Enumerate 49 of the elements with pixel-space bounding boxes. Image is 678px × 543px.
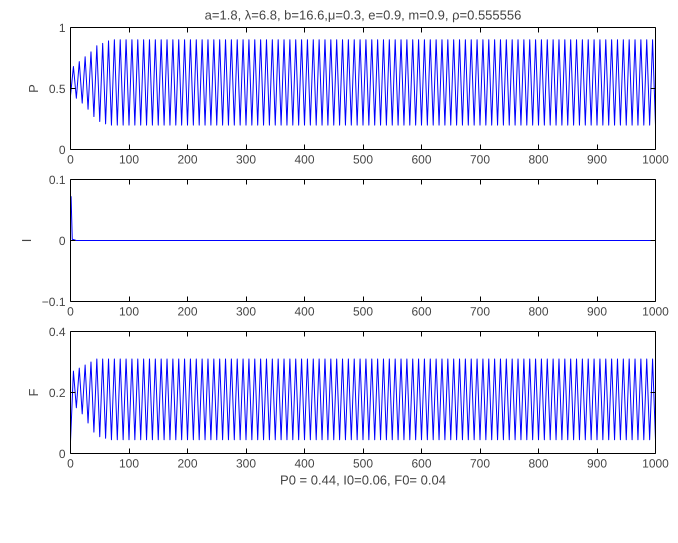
y-tick-label: 0.5 [48,82,66,96]
x-tick-label: 100 [118,304,140,318]
x-tick-label: 1000 [642,152,670,166]
x-tick-label: 900 [586,304,608,318]
x-axis-title: P0 = 0.44, I0=0.06, F0= 0.04 [280,472,446,488]
x-tick-label: 200 [177,152,198,166]
x-tick-label: 500 [352,456,374,470]
x-tick-label: 400 [294,304,315,318]
x-tick-label: 600 [411,304,432,318]
y-tick-label: −0.1 [42,295,66,309]
x-tick-label: 800 [528,304,549,318]
x-tick-label: 200 [177,456,198,470]
x-tick-label: 800 [528,152,549,166]
x-tick-label: 500 [352,304,374,318]
x-tick-label: 600 [411,152,432,166]
x-tick-label: 700 [470,152,490,166]
chart-title: a=1.8, λ=6.8, b=16.6,μ=0.3, e=0.9, m=0.9, ρ=0.555556 [204,8,522,22]
x-tick-label: 1000 [642,304,670,318]
x-tick-label: 300 [236,304,256,318]
x-tick-label: 800 [528,456,549,470]
line-series [70,358,656,442]
x-tick-label: 700 [470,304,490,318]
y-axis-title: I [18,238,34,242]
y-tick-label: 0 [58,234,66,248]
x-tick-label: 900 [586,456,608,470]
y-tick-label: 1 [58,21,66,35]
x-tick-label: 100 [118,152,140,166]
y-tick-label: 0.2 [48,386,66,400]
y-tick-label: 0.1 [48,173,66,187]
x-tick-label: 0 [67,456,74,470]
y-tick-label: 0.4 [48,325,66,339]
x-tick-label: 400 [294,152,315,166]
x-tick-label: 900 [586,152,608,166]
y-axis-title: P [26,84,41,93]
x-tick-label: 200 [177,304,198,318]
x-tick-label: 0 [67,304,74,318]
x-tick-label: 300 [236,152,256,166]
x-tick-label: 300 [236,456,256,470]
x-tick-label: 600 [411,456,432,470]
line-series [70,39,656,126]
x-tick-label: 1000 [642,456,670,470]
x-tick-label: 0 [67,152,74,166]
x-tick-label: 400 [294,456,315,470]
y-tick-label: 0 [58,447,66,461]
y-tick-label: 0 [58,143,66,157]
x-tick-label: 500 [352,152,374,166]
x-tick-label: 700 [470,456,490,470]
y-axis-title: F [26,388,41,396]
x-tick-label: 100 [118,456,140,470]
